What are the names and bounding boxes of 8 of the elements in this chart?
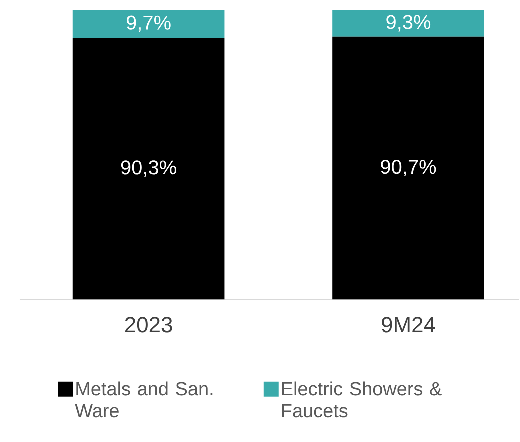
x-tick-label: 9M24 [382, 316, 436, 332]
data-label: 90,3% [121, 160, 176, 177]
legend-label: Electric Showers & Faucets [282, 382, 442, 418]
data-label: 90,7% [381, 160, 436, 176]
x-tick-label: 2023 [125, 316, 172, 332]
data-label: 9,3% [386, 14, 431, 32]
data-label: 9,7% [126, 16, 171, 32]
legend-label: Metals and San. Ware [75, 382, 213, 418]
